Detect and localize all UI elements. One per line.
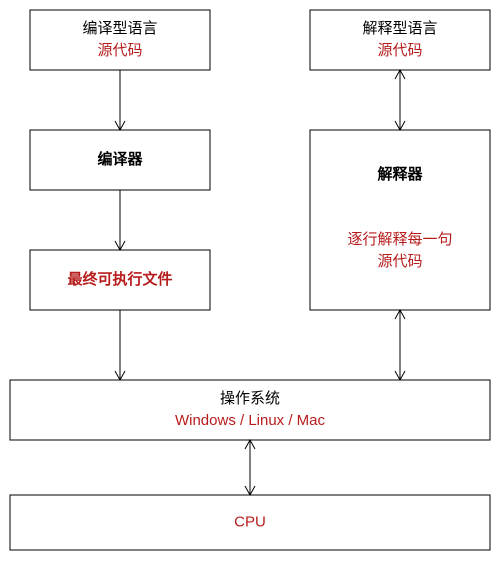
executable-label-0: 最终可执行文件 xyxy=(67,270,172,288)
compiled-source-node: 编译型语言源代码 xyxy=(30,10,210,70)
interpreted-source-label-1: 源代码 xyxy=(377,42,422,59)
interpreter-label-2: 源代码 xyxy=(377,253,422,270)
interpreter-label-1: 逐行解释每一句 xyxy=(347,231,452,248)
compiler-label-0: 编译器 xyxy=(97,150,143,168)
cpu-node: CPU xyxy=(10,495,490,550)
compiled-source-label-0: 编译型语言 xyxy=(82,20,157,37)
interpreted-source-node: 解释型语言源代码 xyxy=(310,10,490,70)
os-node: 操作系统 Windows / Linux / Mac xyxy=(10,380,490,440)
interpreter-node: 解释器逐行解释每一句源代码 xyxy=(310,130,490,310)
interpreted-source-label-0: 解释型语言 xyxy=(362,20,437,37)
executable-node: 最终可执行文件 xyxy=(30,250,210,310)
interpreter-box xyxy=(310,130,490,310)
cpu-label-0: CPU xyxy=(234,513,266,530)
compiler-node: 编译器 xyxy=(30,130,210,190)
os-label-1: Windows / Linux / Mac xyxy=(175,412,326,429)
os-label-0: 操作系统 xyxy=(220,390,280,407)
interpreter-label-0: 解释器 xyxy=(377,165,423,183)
compiled-source-label-1: 源代码 xyxy=(97,42,142,59)
flow-diagram: 编译型语言源代码编译器最终可执行文件解释型语言源代码解释器逐行解释每一句源代码操… xyxy=(0,0,502,562)
